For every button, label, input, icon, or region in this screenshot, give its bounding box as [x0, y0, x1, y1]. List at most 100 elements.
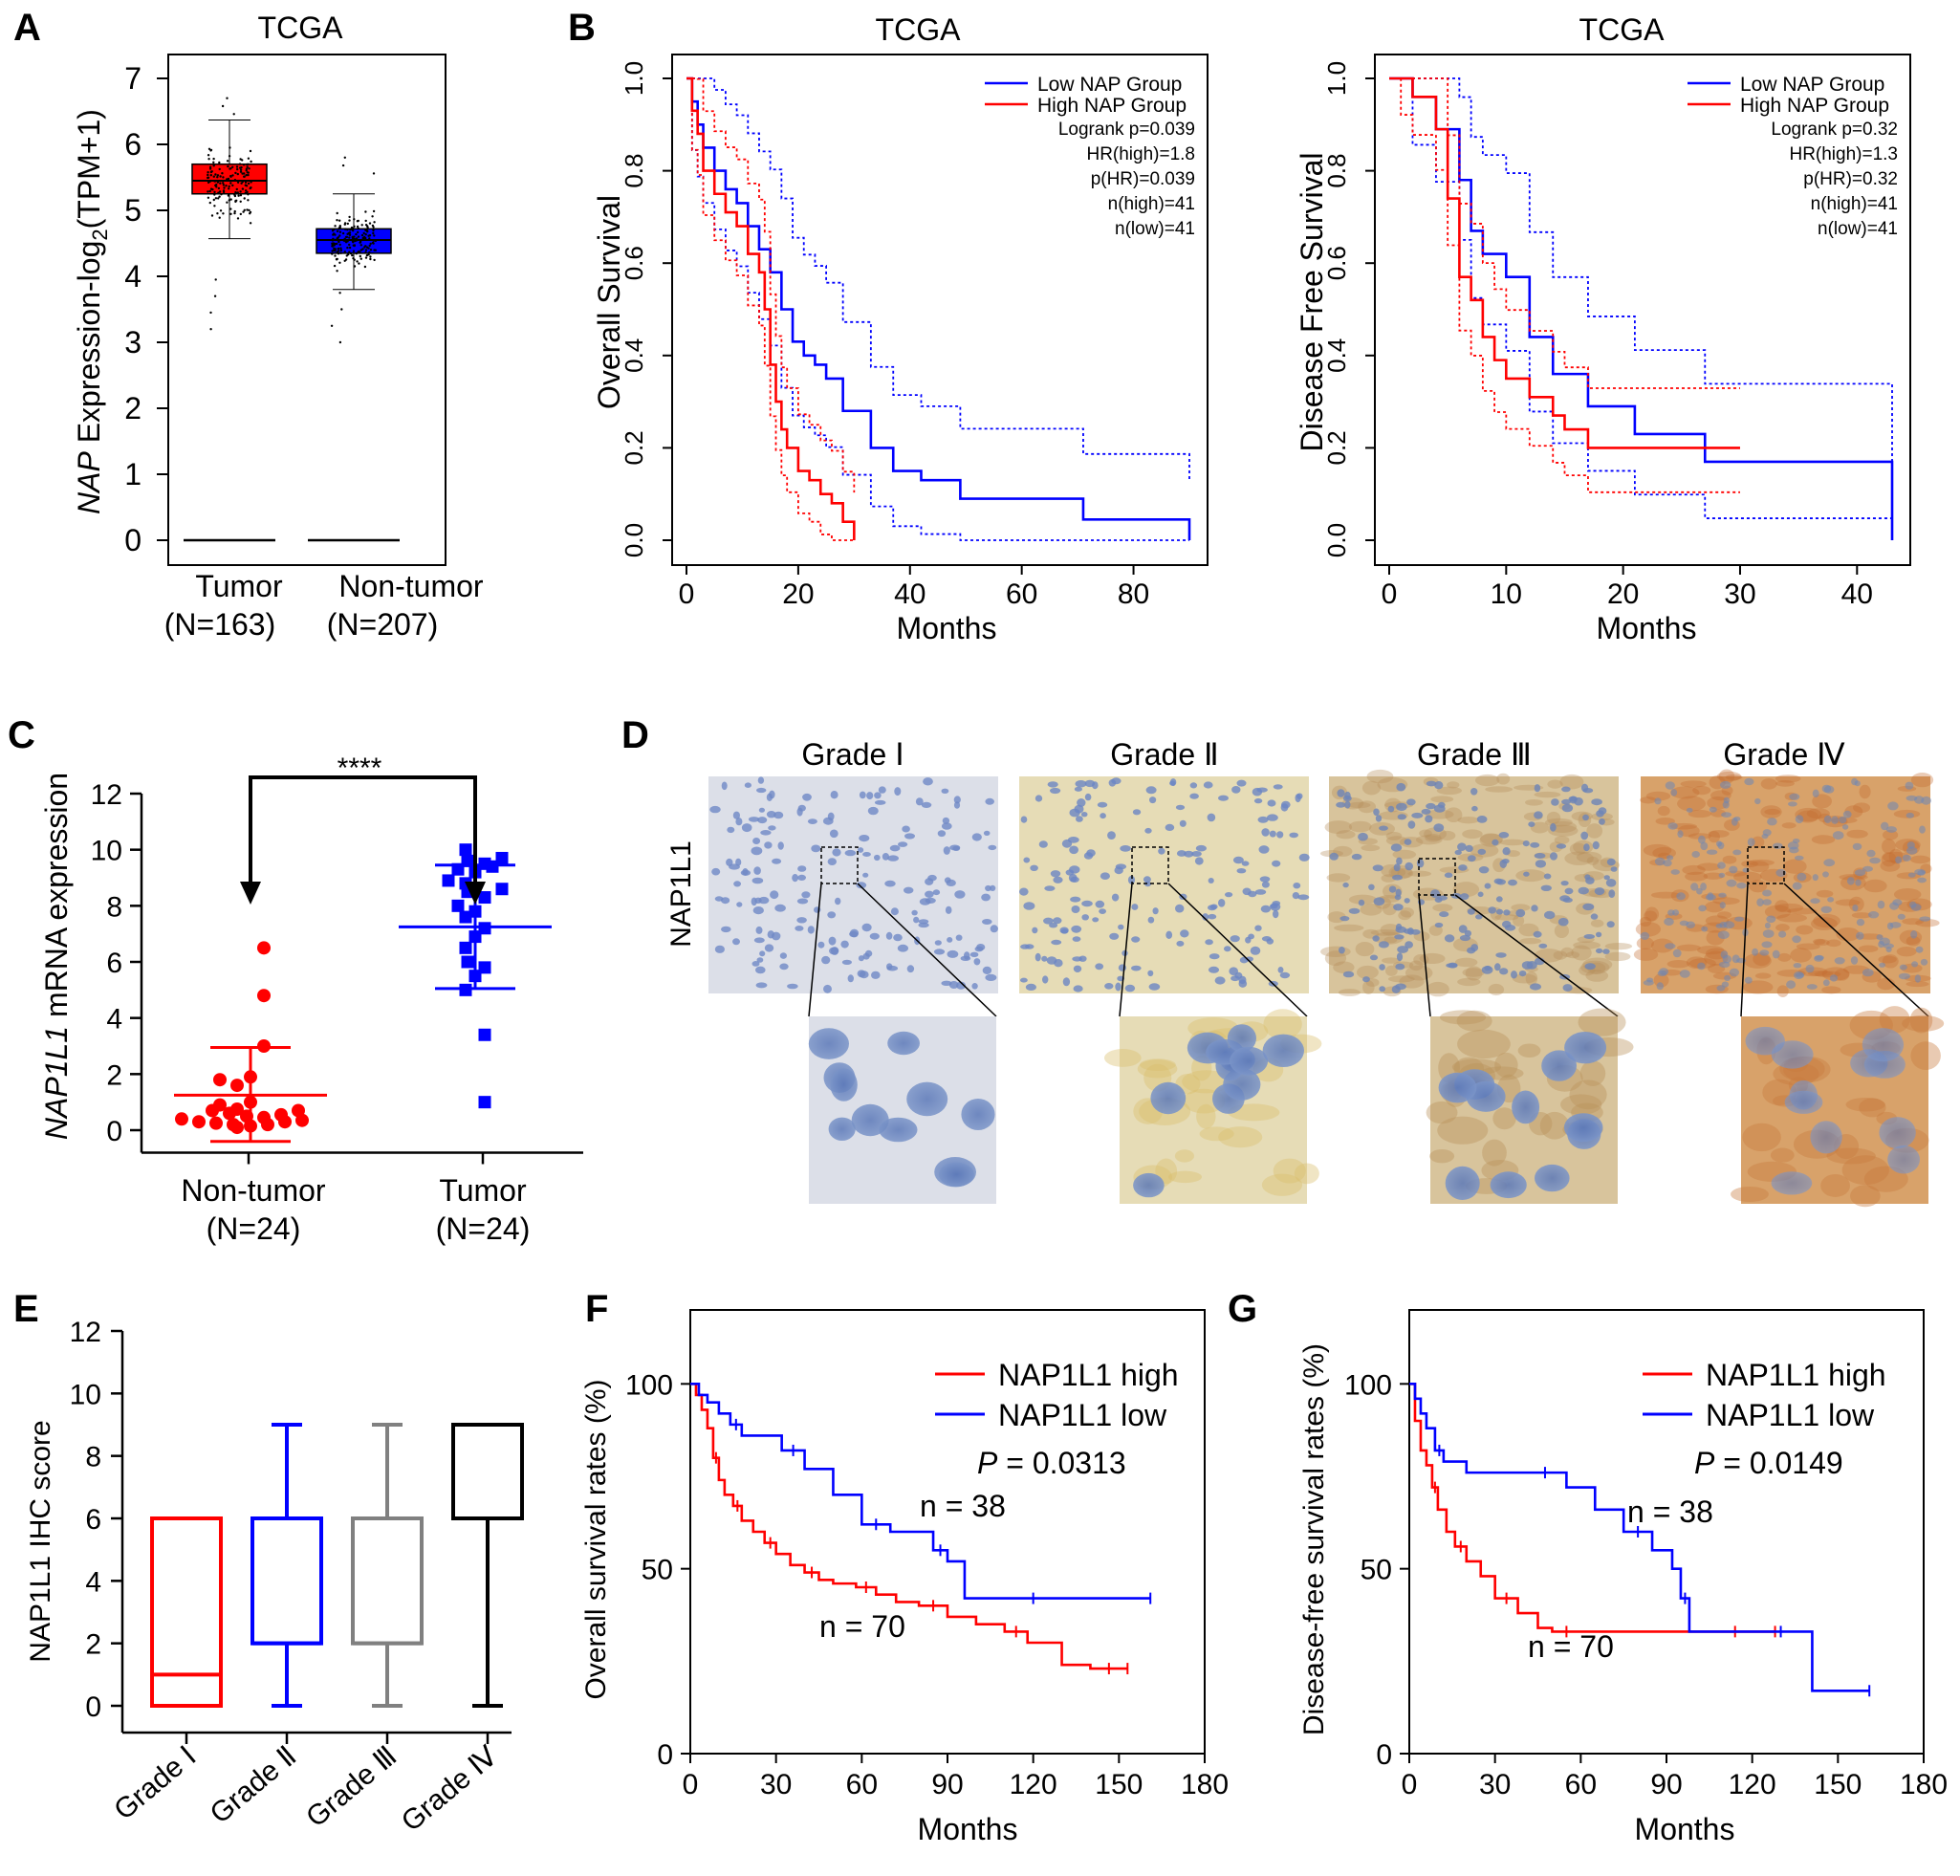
nucleus — [1241, 861, 1250, 866]
nucleus — [764, 841, 773, 849]
nucleus — [971, 833, 982, 841]
stain-patch — [1546, 811, 1561, 824]
panel-letter-c: C — [8, 714, 35, 756]
nucleus — [764, 944, 774, 952]
y-tick-label: 4 — [124, 259, 142, 294]
stain-patch — [1355, 941, 1375, 957]
nucleus — [1147, 970, 1154, 977]
nucleus — [1656, 982, 1665, 991]
y-tick-label: 10 — [91, 836, 122, 867]
data-point — [220, 193, 223, 196]
nucleus — [1696, 887, 1703, 895]
data-point — [343, 156, 346, 159]
nucleus — [1127, 875, 1136, 884]
stain-patch — [1813, 913, 1840, 928]
data-point — [459, 910, 472, 924]
nucleus — [1207, 813, 1216, 822]
x-tick-label: 60 — [846, 1769, 878, 1800]
stain-patch — [1324, 950, 1347, 967]
data-point — [237, 194, 240, 197]
grade-4-label: Grade Ⅳ — [1723, 737, 1845, 772]
stain-patch — [1485, 786, 1514, 793]
stain-patch — [1655, 818, 1675, 825]
data-point — [369, 249, 373, 251]
ci-upper-low — [686, 77, 1190, 480]
stain-patch — [1820, 1174, 1850, 1197]
nucleus — [1679, 970, 1690, 978]
nucleus — [1905, 781, 1914, 790]
stain-patch — [1775, 903, 1804, 912]
nucleus — [1269, 830, 1276, 838]
stain-patch — [1775, 780, 1795, 787]
nucleus — [1425, 815, 1433, 823]
y-tick-label: 1.0 — [620, 61, 648, 96]
nucleus — [795, 926, 804, 931]
data-point — [274, 1107, 288, 1122]
x-tick-label: Grade Ⅱ — [205, 1740, 303, 1830]
nucleus — [1034, 952, 1041, 962]
y-tick-label: 0.0 — [620, 523, 648, 557]
roi-box — [1418, 858, 1456, 896]
nucleus — [1238, 975, 1247, 985]
data-point — [208, 167, 212, 170]
nucleus — [1686, 921, 1695, 928]
y-tick-label: 100 — [1344, 1369, 1392, 1401]
nucleus — [1209, 953, 1220, 960]
nucleus — [1701, 926, 1709, 932]
stain-patch — [1909, 855, 1930, 864]
nucleus — [797, 874, 806, 882]
stain-patch — [1644, 910, 1658, 922]
nucleus — [1501, 920, 1512, 928]
stain-patch — [1770, 1147, 1795, 1163]
nucleus — [1020, 816, 1028, 823]
nucleus — [751, 846, 763, 856]
y-tick-label: 0.2 — [1322, 430, 1351, 465]
nucleus — [827, 812, 835, 821]
nucleus — [1508, 879, 1517, 886]
data-point — [246, 163, 249, 166]
stain-patch — [1155, 1158, 1178, 1185]
data-point — [233, 179, 237, 182]
nucleus — [766, 793, 773, 801]
nucleus — [1914, 974, 1922, 983]
data-point — [363, 265, 367, 269]
nucleus — [1224, 946, 1231, 952]
nucleus — [1195, 844, 1207, 852]
n-low-label: n = 38 — [1627, 1494, 1713, 1529]
nucleus — [1254, 889, 1267, 895]
data-point — [372, 231, 375, 235]
data-point — [212, 161, 215, 164]
zoomed-nucleus — [1512, 1090, 1540, 1124]
nucleus — [1337, 789, 1345, 797]
nucleus — [1042, 975, 1049, 984]
panel-e-ylabel: NAP1L1 IHC score — [25, 1420, 56, 1662]
y-tick-label: 6 — [85, 1504, 101, 1536]
data-point — [356, 260, 359, 263]
nucleus — [1866, 849, 1876, 858]
stain-patch — [1853, 802, 1871, 814]
data-point — [372, 209, 376, 213]
y-tick-label: 50 — [1361, 1555, 1392, 1586]
data-point — [229, 175, 232, 178]
nucleus — [1596, 931, 1602, 938]
data-point — [371, 215, 374, 218]
nucleus — [1550, 822, 1557, 832]
panel-a-group2-name: Non-tumor — [338, 569, 484, 603]
nucleus — [1895, 856, 1903, 864]
nucleus — [1392, 874, 1403, 881]
nucleus — [1646, 977, 1654, 983]
stain-patch — [1263, 1009, 1302, 1039]
nucleus — [1832, 831, 1844, 840]
stain-patch — [1512, 973, 1537, 984]
nucleus — [1394, 934, 1405, 940]
legend-low-label: NAP1L1 low — [998, 1398, 1167, 1432]
nucleus — [954, 890, 966, 899]
zoomed-nucleus — [906, 1081, 948, 1117]
panel-c-group2-n: (N=24) — [436, 1211, 531, 1246]
km-curve-high — [1389, 76, 1740, 449]
data-point — [247, 182, 250, 185]
nucleus — [1574, 796, 1583, 806]
legend-low-label: Low NAP Group — [1740, 74, 1884, 96]
nucleus — [1081, 914, 1089, 921]
stain-patch — [1682, 864, 1706, 875]
